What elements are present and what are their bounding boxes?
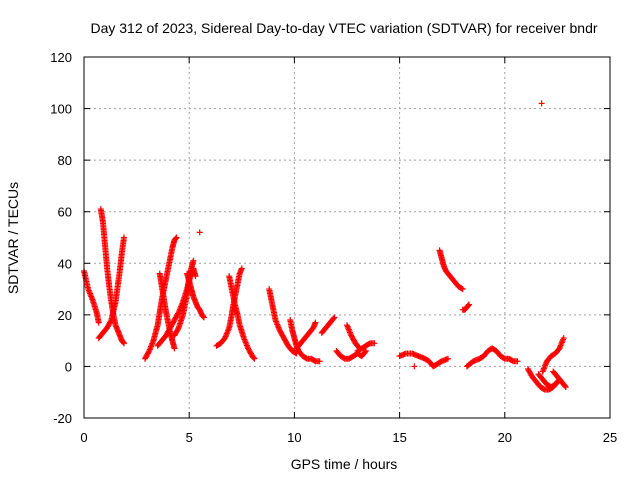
data-point [196, 229, 203, 236]
data-point [514, 358, 521, 365]
data-point [238, 265, 245, 272]
tick-labels: 0 5 10 15 20 25 -20 0 20 40 60 80 100 120 [50, 50, 617, 445]
series-arc8 [184, 270, 207, 321]
series-arc15 [318, 314, 338, 336]
series-arc11 [226, 273, 258, 362]
axis-ticks [83, 56, 611, 419]
data-point [371, 340, 378, 347]
series-arc3 [95, 234, 127, 342]
data-point [250, 354, 257, 361]
data-point [444, 355, 451, 362]
data-point [107, 318, 114, 325]
series-arc21 [436, 247, 466, 293]
y-axis-label: SDTVAR / TECUs [5, 182, 21, 294]
y-tick-label: 40 [58, 256, 72, 271]
data-point [200, 314, 207, 321]
data-point [190, 257, 197, 264]
y-tick-label: 100 [50, 102, 72, 117]
data-point [560, 335, 567, 342]
series-arc9 [196, 229, 203, 236]
data-point [192, 273, 199, 280]
data-point [174, 326, 181, 333]
data-point [562, 384, 569, 391]
series-arc20 [411, 363, 418, 370]
chart-title: Day 312 of 2023, Sidereal Day-to-day VTE… [90, 20, 597, 36]
data-point [538, 100, 545, 107]
x-tick-label: 25 [603, 430, 617, 445]
y-tick-label: 20 [58, 308, 72, 323]
series-arc14 [293, 319, 319, 352]
y-tick-label: 120 [50, 50, 72, 65]
y-tick-label: 0 [65, 359, 72, 374]
data-point [362, 348, 369, 355]
x-tick-label: 15 [392, 430, 406, 445]
data-points [81, 100, 569, 393]
data-point [466, 301, 473, 308]
data-point [171, 345, 178, 352]
data-point [120, 339, 127, 346]
data-point [120, 340, 127, 347]
x-tick-label: 0 [80, 430, 87, 445]
data-point [465, 302, 472, 309]
data-point [95, 319, 102, 326]
y-tick-label: 80 [58, 153, 72, 168]
grid-lines [84, 57, 610, 418]
x-axis-label: GPS time / hours [291, 456, 398, 472]
data-point [330, 315, 337, 322]
y-tick-label: 60 [58, 205, 72, 220]
series-arc19 [396, 350, 451, 370]
data-point [312, 319, 319, 326]
series-arc27 [550, 368, 569, 391]
x-tick-label: 5 [186, 430, 193, 445]
data-point [172, 235, 179, 242]
series-arc28 [538, 100, 545, 107]
series-arc16 [333, 347, 369, 362]
series-arc2 [97, 206, 127, 347]
series-arc18 [354, 340, 378, 354]
data-point [316, 358, 323, 365]
x-tick-label: 10 [287, 430, 301, 445]
data-point [174, 310, 181, 317]
data-point [411, 363, 418, 370]
data-point [251, 355, 258, 362]
series-arc22 [459, 301, 473, 313]
series-arc23 [463, 345, 521, 370]
y-tick-label: -20 [53, 411, 72, 426]
data-point [561, 383, 568, 390]
x-tick-label: 20 [498, 430, 512, 445]
plot-frame [83, 56, 611, 419]
data-point [145, 349, 152, 356]
data-point [173, 234, 180, 241]
data-point [459, 286, 466, 293]
series-arc12 [266, 286, 300, 357]
data-point [458, 285, 465, 292]
data-point [331, 314, 338, 321]
data-point [362, 347, 369, 354]
series-arc25 [539, 335, 567, 375]
data-point [200, 313, 207, 320]
data-point [120, 234, 127, 241]
